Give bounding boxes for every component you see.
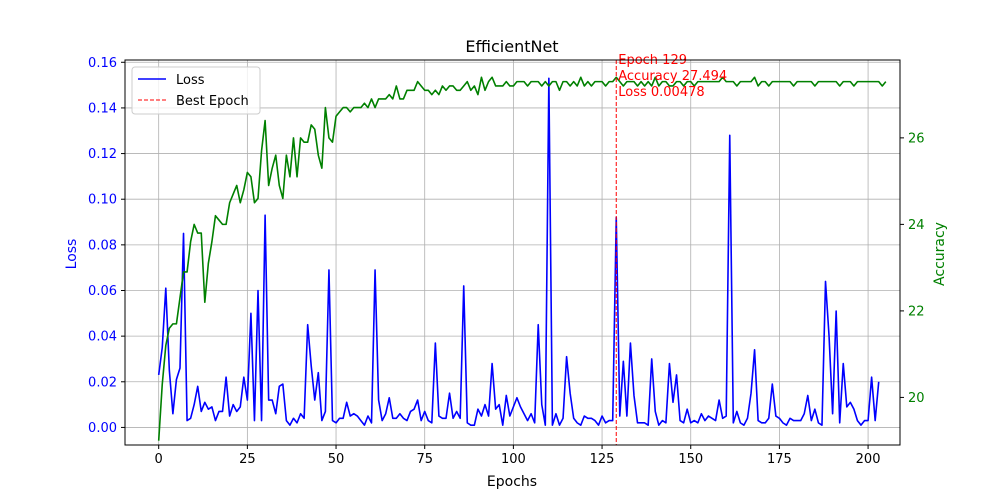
- x-tick-label: 75: [416, 452, 433, 467]
- y-left-tick-label: 0.08: [88, 238, 117, 253]
- x-tick-label: 200: [856, 452, 881, 467]
- y-left-tick-label: 0.16: [88, 56, 117, 71]
- x-tick-label: 0: [155, 452, 163, 467]
- plot-frame: [124, 59, 901, 446]
- y-right-tick-label: 20: [908, 391, 925, 406]
- x-tick-label: 50: [328, 452, 345, 467]
- accuracy-series-line: [157, 76, 887, 441]
- legend-best-epoch-label: Best Epoch: [176, 94, 249, 109]
- y-left-tick-label: 0.04: [88, 330, 117, 345]
- y-left-tick-label: 0.10: [88, 193, 117, 208]
- best-epoch-annotation-line: Accuracy 27.494: [618, 69, 727, 84]
- x-axis-label: Epochs: [487, 474, 537, 490]
- y-right-tick-label: 26: [908, 131, 925, 146]
- chart-title: EfficientNet: [465, 37, 558, 56]
- y-left-tick-label: 0.06: [88, 284, 117, 299]
- y-left-tick-label: 0.12: [88, 147, 117, 162]
- grid-lines: [125, 60, 900, 445]
- legend-loss-label: Loss: [176, 73, 205, 88]
- x-tick-label: 125: [590, 452, 615, 467]
- y-right-tick-label: 24: [908, 218, 925, 233]
- best-epoch-annotation-line: Loss 0.00478: [618, 85, 704, 100]
- x-tick-label: 175: [767, 452, 792, 467]
- y-left-tick-label: 0.00: [88, 421, 117, 436]
- axes: 0 25 50 75 100 125 150 175 200 0.00 0.02 0.04 0.06 0.…: [88, 56, 925, 467]
- plot-series: [157, 76, 887, 441]
- y-axis-left-label: Loss: [64, 239, 80, 270]
- y-left-tick-label: 0.02: [88, 375, 117, 390]
- x-tick-label: 150: [678, 452, 703, 467]
- loss-series-line: [157, 77, 880, 426]
- y-left-tick-label: 0.14: [88, 101, 117, 116]
- y-right-tick-label: 22: [908, 304, 925, 319]
- x-tick-label: 25: [239, 452, 256, 467]
- x-tick-label: 100: [501, 452, 526, 467]
- y-axis-right-label: Accuracy: [932, 222, 948, 286]
- legend: Loss Best Epoch: [131, 66, 261, 115]
